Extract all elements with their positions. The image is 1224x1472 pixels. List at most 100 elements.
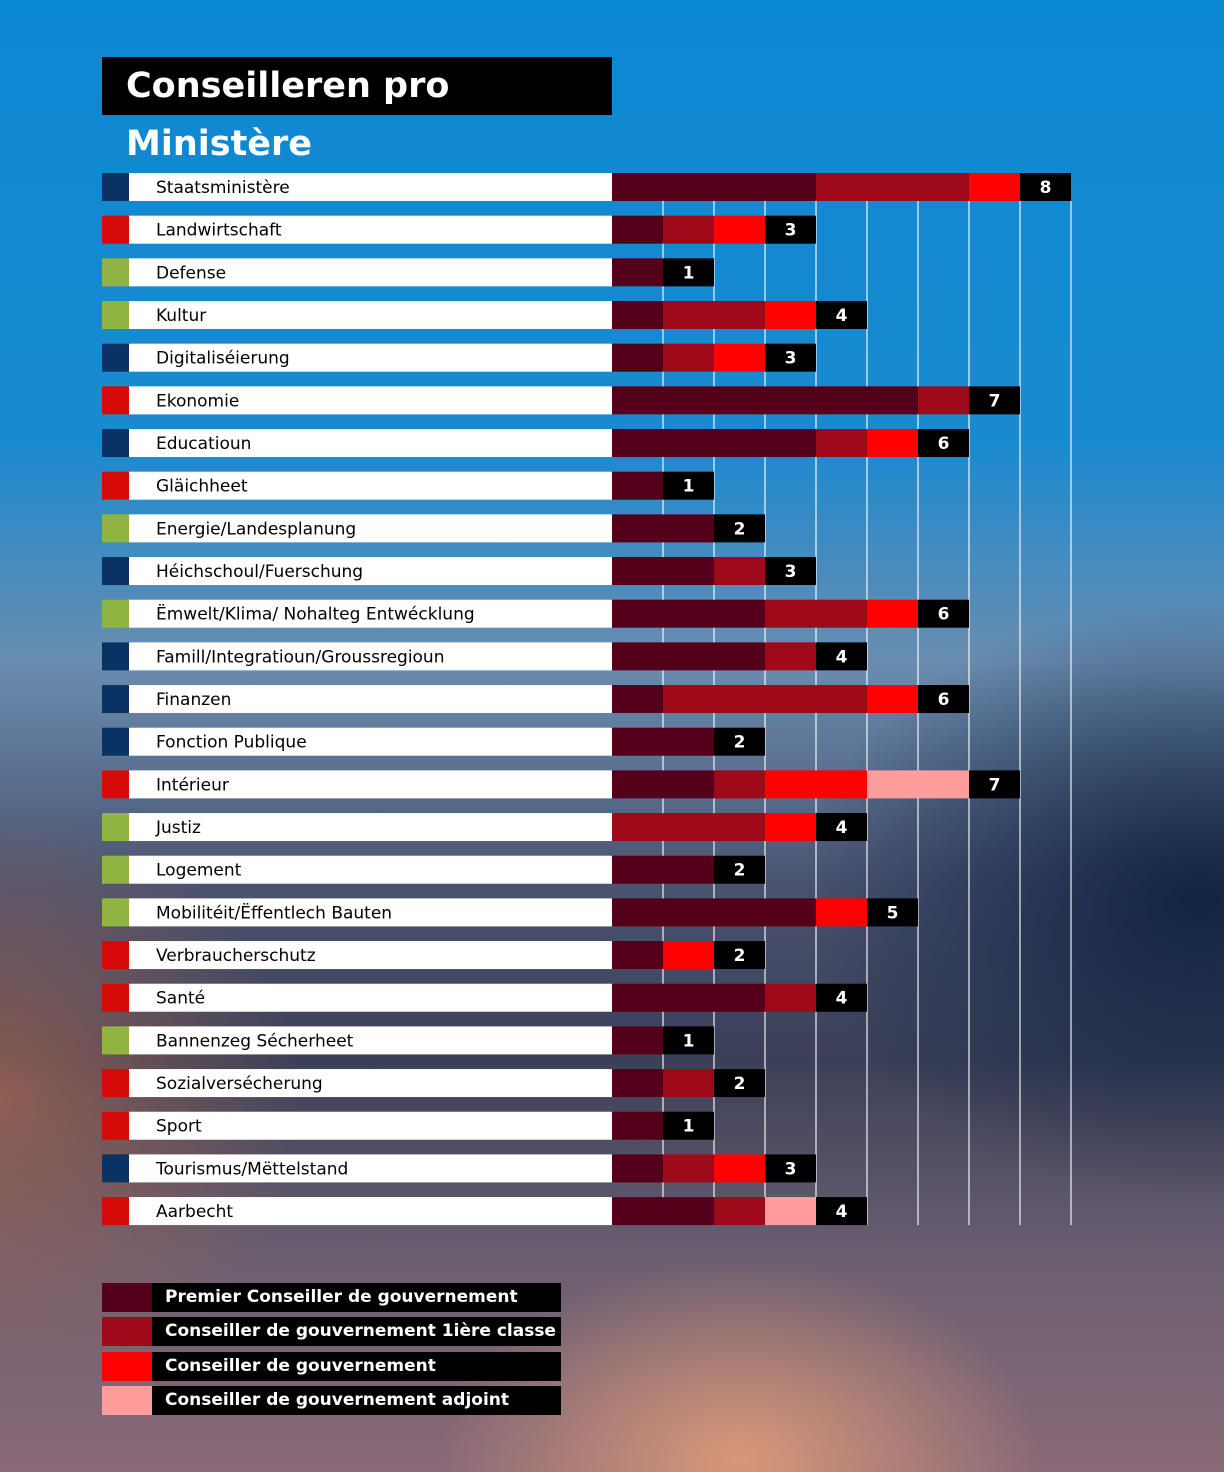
legend-swatch <box>102 1283 152 1312</box>
category-label-box <box>129 855 612 884</box>
category-label-box <box>129 685 612 714</box>
category-label: Sport <box>156 1117 202 1137</box>
bar-segment <box>612 1197 714 1226</box>
category-color-marker <box>102 727 129 756</box>
category-color-marker <box>102 599 129 628</box>
category-label-box <box>129 215 612 244</box>
total-label: 2 <box>734 519 746 539</box>
total-label: 2 <box>734 861 746 881</box>
bar-segment <box>612 1069 663 1098</box>
bar-segment <box>612 471 663 500</box>
total-label-box <box>765 1154 816 1183</box>
total-label-box <box>816 301 867 330</box>
category-color-marker <box>102 1197 129 1226</box>
category-label: Energie/Landesplanung <box>156 519 356 539</box>
legend-label: Premier Conseiller de gouvernement <box>165 1287 518 1307</box>
total-label: 1 <box>683 1031 695 1051</box>
bar-segment <box>867 770 969 799</box>
total-label-box <box>816 642 867 671</box>
total-label: 3 <box>785 562 797 582</box>
legend-swatch <box>102 1351 152 1381</box>
category-color-marker <box>102 898 129 927</box>
category-label-box <box>129 514 612 543</box>
total-label: 1 <box>683 477 695 497</box>
bar-segment <box>663 301 765 330</box>
total-label: 3 <box>785 1159 797 1179</box>
total-label-box <box>714 1069 765 1098</box>
category-color-marker <box>102 215 129 244</box>
legend-item: Conseiller de gouvernement <box>102 1351 561 1381</box>
total-label: 6 <box>938 690 950 710</box>
bar-segment <box>714 770 765 799</box>
bar-segment <box>612 941 663 970</box>
total-label-box <box>969 770 1020 799</box>
bar-segment <box>765 1197 816 1226</box>
category-label: Bannenzeg Sécherheet <box>156 1031 354 1051</box>
bar-segment <box>816 429 867 458</box>
bar-segment <box>612 343 663 372</box>
total-label-box <box>663 1111 714 1140</box>
bar-segment <box>612 770 714 799</box>
category-label-box <box>129 429 612 458</box>
total-label-box <box>663 1026 714 1055</box>
total-label-box <box>1020 173 1071 201</box>
category-color-marker <box>102 642 129 671</box>
bar-segment <box>867 685 918 714</box>
total-label-box <box>714 514 765 543</box>
total-label: 6 <box>938 605 950 625</box>
bar-segment <box>765 983 816 1012</box>
bar-segment <box>765 770 867 799</box>
total-label: 4 <box>836 989 848 1009</box>
category-color-marker <box>102 1069 129 1098</box>
bar-segment <box>612 429 816 458</box>
category-label-box <box>129 471 612 500</box>
total-label: 5 <box>887 903 899 923</box>
category-color-marker <box>102 386 129 415</box>
category-color-marker <box>102 258 129 287</box>
category-label: Landwirtschaft <box>156 221 282 241</box>
category-label-box <box>129 343 612 372</box>
category-label-box <box>129 1069 612 1098</box>
category-label: Ëmwelt/Klima/ Nohalteg Entwécklung <box>156 604 475 625</box>
category-label-box <box>129 1154 612 1183</box>
bar-segment <box>918 386 969 415</box>
bar-segment <box>612 1026 663 1055</box>
bar-segment <box>816 898 867 927</box>
category-color-marker <box>102 471 129 500</box>
bar-segment <box>663 215 714 244</box>
category-color-marker <box>102 1154 129 1183</box>
total-label-box <box>816 983 867 1012</box>
bar-segment <box>663 343 714 372</box>
category-color-marker <box>102 983 129 1012</box>
bar-segment <box>969 173 1020 201</box>
total-label: 1 <box>683 1117 695 1137</box>
bar-segment <box>612 983 765 1012</box>
category-color-marker <box>102 855 129 884</box>
bar-segment <box>612 685 663 714</box>
category-color-marker <box>102 1026 129 1055</box>
category-label: Defense <box>156 263 226 283</box>
bar-segment <box>612 386 918 415</box>
total-label-box <box>918 429 969 458</box>
category-label-box <box>129 1111 612 1140</box>
category-label-box <box>129 642 612 671</box>
total-label: 4 <box>836 1202 848 1222</box>
category-label-box <box>129 1197 612 1226</box>
category-label: Sozialversécherung <box>156 1074 323 1094</box>
category-label: Finanzen <box>156 690 231 710</box>
total-label: 7 <box>989 775 1001 795</box>
total-label: 2 <box>734 733 746 753</box>
category-color-marker <box>102 343 129 372</box>
category-label: Mobilitéit/Ëffentlech Bauten <box>156 902 392 923</box>
total-label-box <box>918 599 969 628</box>
bar-segment <box>714 1154 765 1183</box>
total-label: 8 <box>1040 178 1052 198</box>
category-color-marker <box>102 1111 129 1140</box>
category-color-marker <box>102 301 129 330</box>
bar-segment <box>714 1197 765 1226</box>
bar-segment <box>612 215 663 244</box>
bar-segment <box>663 1069 714 1098</box>
legend-label: Conseiller de gouvernement adjoint <box>165 1389 510 1410</box>
bar-segment <box>612 813 765 842</box>
